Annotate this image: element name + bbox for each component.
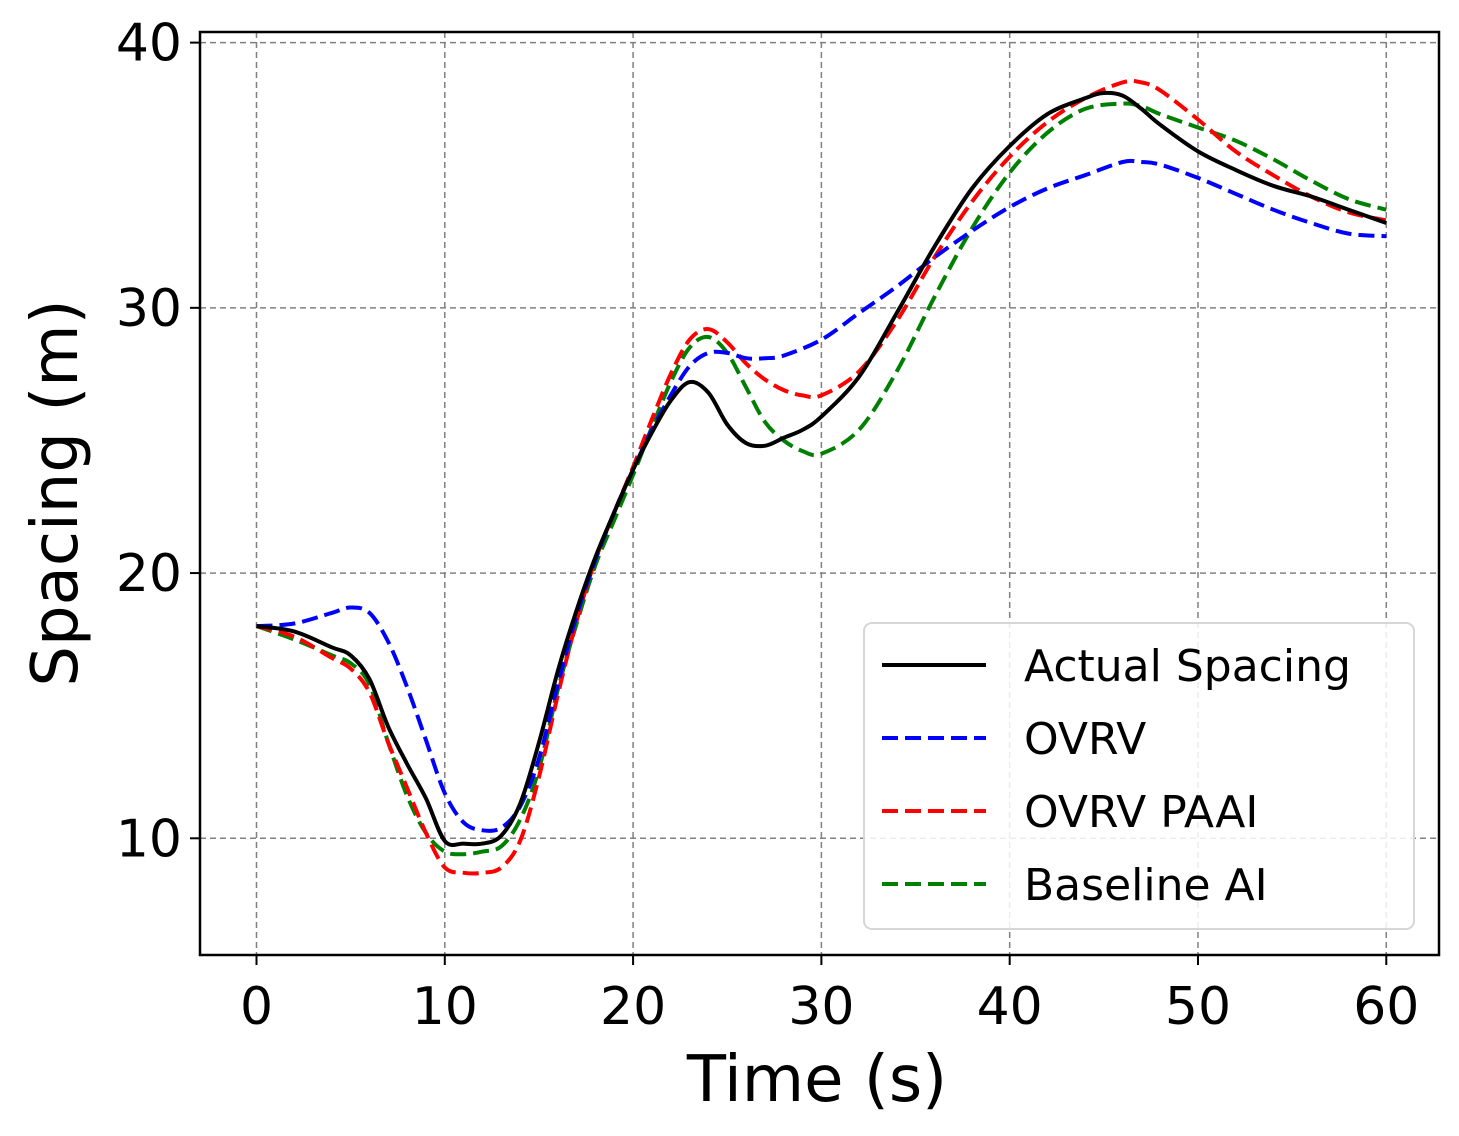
series-line-ovrv-paai [255, 78, 1387, 876]
legend-label: OVRV PAAI [1024, 787, 1258, 838]
series-line-actual-spacing [256, 90, 1387, 848]
series-line-ovrv [256, 158, 1387, 833]
x-tick-label: 0 [240, 977, 273, 1037]
series-group [255, 78, 1387, 876]
legend: Actual Spacing OVRV OVRV PAAI Baseline AI [863, 622, 1415, 930]
y-tick-label: 10 [116, 809, 182, 869]
x-tick-label: 30 [788, 977, 854, 1037]
y-tick-label: 20 [116, 544, 182, 604]
legend-label: Baseline AI [1024, 860, 1268, 911]
plot-frame [198, 30, 1441, 957]
legend-box [863, 622, 1415, 930]
y-tick-label: 30 [116, 279, 182, 339]
x-tick-label: 50 [1165, 977, 1231, 1037]
x-axis-label: Time (s) [686, 1043, 947, 1117]
y-axis-label: Spacing (m) [19, 299, 93, 686]
y-tick-label: 40 [116, 14, 182, 74]
x-tick-label: 10 [412, 977, 478, 1037]
legend-label: OVRV [1024, 714, 1146, 765]
x-tick-label: 20 [600, 977, 666, 1037]
x-tick-label: 60 [1353, 977, 1419, 1037]
x-tick-label: 40 [977, 977, 1043, 1037]
ticks: 0 10 20 30 40 50 60 10 20 30 40 [116, 14, 1420, 1037]
legend-label: Actual Spacing [1024, 641, 1351, 692]
